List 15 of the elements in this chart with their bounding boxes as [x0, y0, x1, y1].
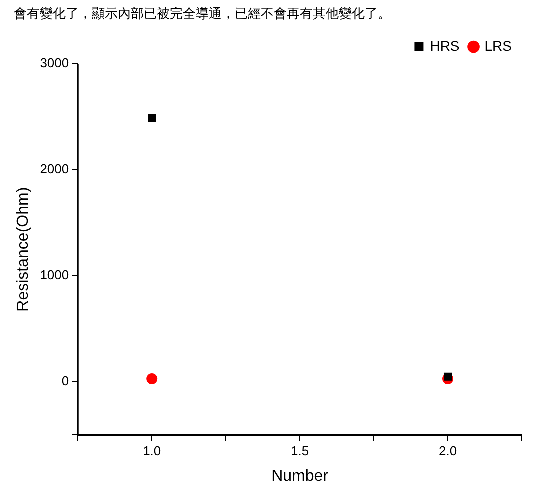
x-axis-title: Number: [272, 468, 330, 485]
legend-label: HRS: [430, 38, 460, 54]
x-tick-label: 2.0: [438, 444, 458, 459]
y-tick-label: 2000: [40, 162, 70, 177]
y-axis-title: Resistance(Ohm): [15, 187, 32, 312]
text: 會有變化了，顯示內部已被完全導通，已經不會再有其他變化了。: [13, 6, 392, 24]
x-tick-label: 1.5: [291, 444, 310, 459]
point: [444, 372, 452, 381]
point: [148, 114, 156, 122]
y-tick-label: 1000: [40, 268, 70, 283]
y-tick-label: 3000: [40, 56, 70, 71]
legend-label: LRS: [484, 38, 512, 54]
y-tick-label: 0: [62, 374, 70, 389]
point: [146, 373, 158, 384]
x-tick-label: 1.0: [143, 444, 162, 459]
